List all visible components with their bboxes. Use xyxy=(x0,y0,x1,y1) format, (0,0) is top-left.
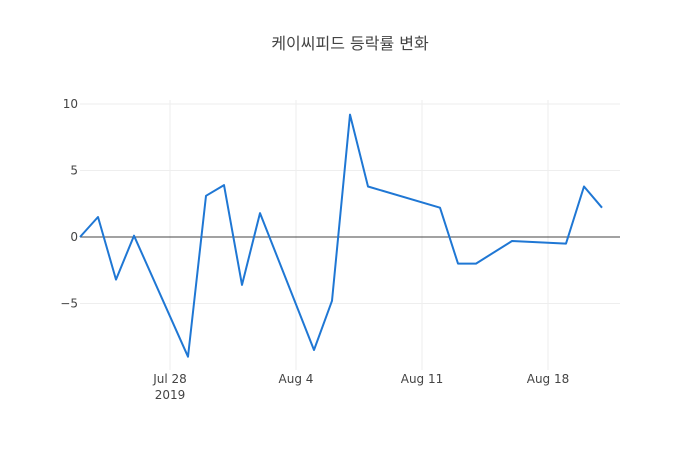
x-tick-label: Aug 18 xyxy=(527,372,570,386)
series-line xyxy=(79,113,603,358)
x-tick-year-label: 2019 xyxy=(155,388,186,402)
series-layer xyxy=(79,113,603,358)
x-tick-label: Jul 28 xyxy=(152,372,187,386)
y-tick-label: −5 xyxy=(60,296,78,310)
axis-layer: Jul 28 2019 Aug 4 Aug 11 Aug 18 10 5 0 −5 xyxy=(60,97,569,402)
x-tick-label: Aug 11 xyxy=(401,372,444,386)
chart-title: 케이씨피드 등락률 변화 xyxy=(271,34,429,53)
grid-layer xyxy=(80,100,620,370)
y-tick-label: 10 xyxy=(63,97,78,111)
y-tick-label: 5 xyxy=(70,163,78,177)
x-tick-label: Aug 4 xyxy=(279,372,314,386)
y-tick-label: 0 xyxy=(70,230,78,244)
